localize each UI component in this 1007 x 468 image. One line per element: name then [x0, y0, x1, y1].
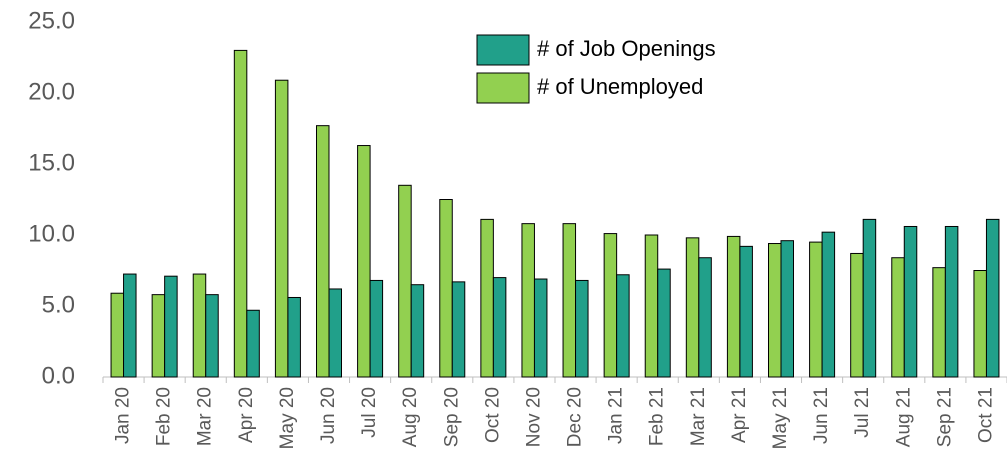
y-tick-label: 15.0	[28, 149, 75, 176]
x-tick-label: Feb 21	[647, 387, 668, 446]
bar	[316, 125, 330, 378]
x-tick-label: Jul 20	[359, 387, 380, 438]
bar	[891, 257, 905, 378]
x-tick-label: Apr 20	[236, 387, 257, 443]
legend-swatch	[476, 72, 530, 104]
bar	[821, 231, 836, 378]
y-tick-label: 25.0	[28, 7, 75, 34]
y-tick-label: 0.0	[42, 362, 75, 389]
bar	[439, 199, 453, 378]
bar	[603, 233, 618, 378]
bar	[657, 268, 671, 378]
bar	[562, 223, 577, 378]
legend-swatch	[476, 34, 530, 66]
bar	[726, 235, 741, 378]
bar	[809, 241, 823, 378]
bar	[644, 234, 659, 378]
x-tick-label: May 21	[770, 387, 791, 449]
bar	[123, 273, 137, 378]
y-tick-label: 10.0	[28, 220, 75, 247]
bar	[480, 218, 494, 378]
bar	[233, 49, 248, 378]
bar	[780, 240, 794, 378]
bar	[903, 225, 918, 378]
bar	[451, 281, 466, 378]
bar	[616, 274, 630, 378]
bar	[862, 218, 877, 378]
bar	[328, 288, 342, 378]
bar	[110, 292, 125, 378]
y-tick-label: 5.0	[42, 291, 75, 318]
x-tick-label: Aug 20	[400, 387, 421, 447]
bar	[274, 79, 289, 378]
bar	[575, 279, 589, 378]
x-tick-label: Feb 20	[154, 387, 175, 446]
bar	[164, 275, 178, 378]
bar	[739, 245, 753, 378]
x-tick-label: Apr 21	[729, 387, 750, 443]
x-tick-label: Jun 20	[318, 387, 339, 444]
x-tick-label: Jun 21	[811, 387, 832, 444]
x-tick-label: Dec 20	[565, 387, 586, 447]
x-tick-label: Oct 20	[482, 387, 503, 443]
bar	[533, 278, 548, 378]
bar	[151, 294, 166, 378]
bar	[521, 223, 535, 378]
bar	[287, 296, 301, 378]
x-tick-label: Jan 21	[606, 387, 627, 444]
bar	[944, 225, 959, 378]
bar	[369, 279, 384, 378]
x-tick-label: Sep 21	[934, 387, 955, 447]
x-tick-label: Mar 20	[195, 387, 216, 446]
x-tick-label: May 20	[277, 387, 298, 449]
bar	[768, 243, 782, 378]
x-tick-label: Oct 21	[975, 387, 996, 443]
x-tick-label: Nov 20	[523, 387, 544, 447]
bar	[410, 284, 425, 378]
x-tick-label: Jul 21	[852, 387, 873, 438]
bar	[973, 270, 987, 378]
y-tick-label: 20.0	[28, 78, 75, 105]
x-tick-label: Mar 21	[688, 387, 709, 446]
bar	[357, 145, 371, 378]
legend-label: # of Unemployed	[537, 74, 703, 99]
bar	[685, 237, 700, 378]
bar	[850, 252, 864, 378]
x-tick-label: Jan 20	[113, 387, 134, 444]
x-tick-label: Sep 20	[441, 387, 462, 447]
bar	[932, 267, 946, 378]
bar	[698, 257, 712, 378]
legend-label: # of Job Openings	[537, 36, 716, 61]
x-tick-label: Aug 21	[893, 387, 914, 447]
bar	[985, 218, 1000, 378]
bar	[192, 273, 207, 378]
bar	[398, 184, 412, 378]
bar	[246, 309, 260, 378]
bar	[492, 277, 507, 378]
bar	[205, 294, 219, 378]
